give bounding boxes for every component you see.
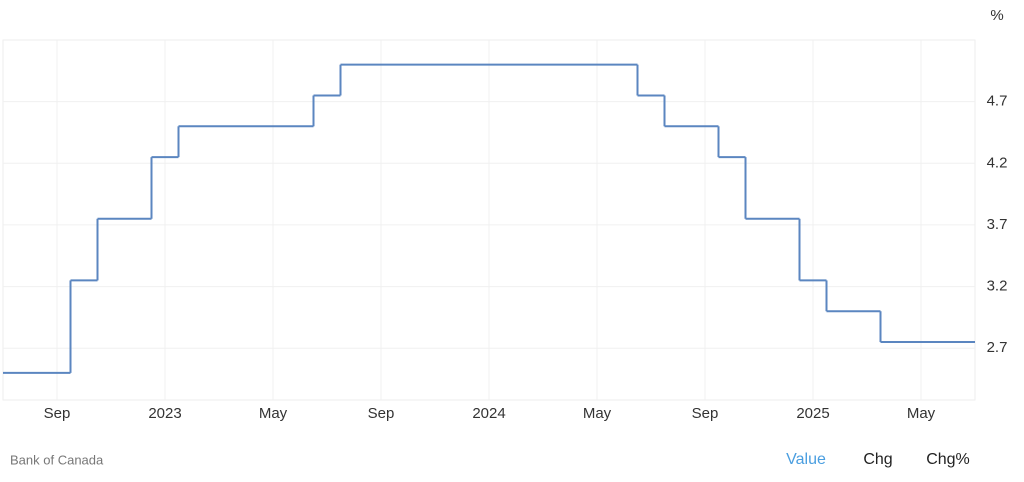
x-tick-label: May xyxy=(259,405,288,422)
x-tick-label: 2025 xyxy=(796,405,829,422)
unit-label: % xyxy=(990,7,1003,24)
y-tick-label: 4.2 xyxy=(987,154,1008,171)
chg-button[interactable]: Chg xyxy=(863,451,892,468)
x-tick-label: May xyxy=(907,405,936,422)
x-tick-label: Sep xyxy=(44,405,71,422)
x-tick-label: May xyxy=(583,405,612,422)
y-tick-label: 3.7 xyxy=(987,216,1008,233)
y-tick-label: 3.2 xyxy=(987,278,1008,295)
x-tick-label: Sep xyxy=(692,405,719,422)
value-button[interactable]: Value xyxy=(786,451,826,468)
y-tick-label: 2.7 xyxy=(987,339,1008,356)
x-tick-label: 2023 xyxy=(148,405,181,422)
source: Bank of Canada xyxy=(10,452,104,467)
x-tick-label: Sep xyxy=(368,405,395,422)
x-tick-label: 2024 xyxy=(472,405,505,422)
chg-pct-button[interactable]: Chg% xyxy=(926,451,970,468)
y-tick-label: 4.7 xyxy=(987,93,1008,110)
